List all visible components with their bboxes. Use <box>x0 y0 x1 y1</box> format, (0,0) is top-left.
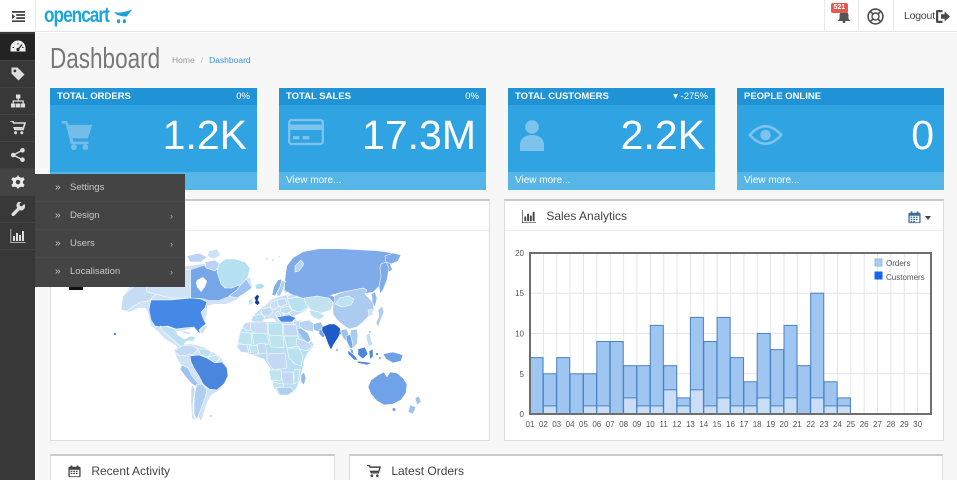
svg-text:11: 11 <box>660 420 669 429</box>
svg-text:27: 27 <box>873 420 882 429</box>
svg-text:17: 17 <box>739 420 748 429</box>
svg-text:05: 05 <box>579 420 588 429</box>
svg-text:30: 30 <box>913 420 922 429</box>
svg-text:15: 15 <box>713 420 722 429</box>
svg-text:02: 02 <box>539 420 548 429</box>
svg-text:12: 12 <box>673 420 682 429</box>
svg-text:01: 01 <box>526 420 535 429</box>
svg-text:21: 21 <box>793 420 802 429</box>
svg-text:07: 07 <box>606 420 615 429</box>
svg-text:25: 25 <box>846 420 855 429</box>
svg-text:26: 26 <box>860 420 869 429</box>
svg-text:13: 13 <box>686 420 695 429</box>
svg-text:19: 19 <box>766 420 775 429</box>
svg-text:5: 5 <box>520 370 525 379</box>
svg-text:18: 18 <box>753 420 762 429</box>
svg-text:04: 04 <box>566 420 575 429</box>
svg-text:16: 16 <box>726 420 735 429</box>
svg-text:28: 28 <box>886 420 895 429</box>
svg-text:14: 14 <box>699 420 708 429</box>
svg-text:Customers: Customers <box>886 273 925 282</box>
svg-text:23: 23 <box>820 420 829 429</box>
svg-text:22: 22 <box>806 420 815 429</box>
svg-text:06: 06 <box>592 420 601 429</box>
svg-text:29: 29 <box>900 420 909 429</box>
svg-text:10: 10 <box>515 330 524 339</box>
svg-text:03: 03 <box>552 420 561 429</box>
svg-text:24: 24 <box>833 420 842 429</box>
svg-text:20: 20 <box>780 420 789 429</box>
svg-text:09: 09 <box>632 420 641 429</box>
svg-text:08: 08 <box>619 420 628 429</box>
svg-text:Orders: Orders <box>886 259 910 268</box>
svg-text:0: 0 <box>520 410 525 419</box>
svg-text:20: 20 <box>515 249 524 258</box>
svg-text:15: 15 <box>515 289 524 298</box>
svg-text:10: 10 <box>646 420 655 429</box>
